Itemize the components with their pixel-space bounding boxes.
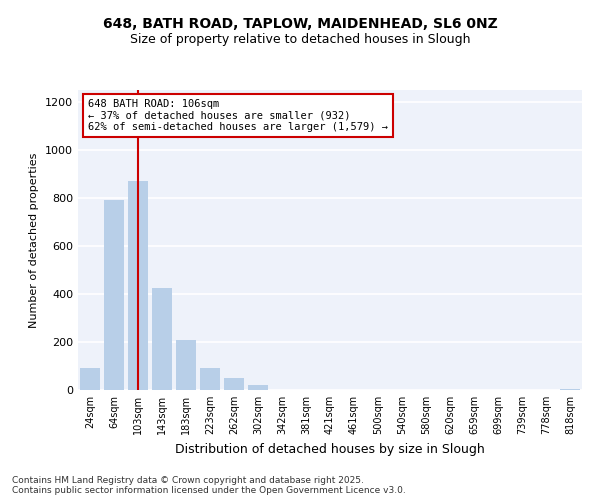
- Bar: [560, 389, 580, 390]
- Text: Size of property relative to detached houses in Slough: Size of property relative to detached ho…: [130, 32, 470, 46]
- Text: 648 BATH ROAD: 106sqm
← 37% of detached houses are smaller (932)
62% of semi-det: 648 BATH ROAD: 106sqm ← 37% of detached …: [88, 99, 388, 132]
- Text: 648, BATH ROAD, TAPLOW, MAIDENHEAD, SL6 0NZ: 648, BATH ROAD, TAPLOW, MAIDENHEAD, SL6 …: [103, 18, 497, 32]
- Bar: [152, 288, 172, 390]
- Bar: [248, 385, 268, 390]
- Bar: [200, 368, 220, 390]
- Bar: [80, 368, 100, 390]
- X-axis label: Distribution of detached houses by size in Slough: Distribution of detached houses by size …: [175, 442, 485, 456]
- Bar: [128, 181, 148, 390]
- Text: Contains HM Land Registry data © Crown copyright and database right 2025.
Contai: Contains HM Land Registry data © Crown c…: [12, 476, 406, 495]
- Bar: [224, 378, 244, 390]
- Y-axis label: Number of detached properties: Number of detached properties: [29, 152, 40, 328]
- Bar: [104, 200, 124, 390]
- Bar: [176, 340, 196, 390]
